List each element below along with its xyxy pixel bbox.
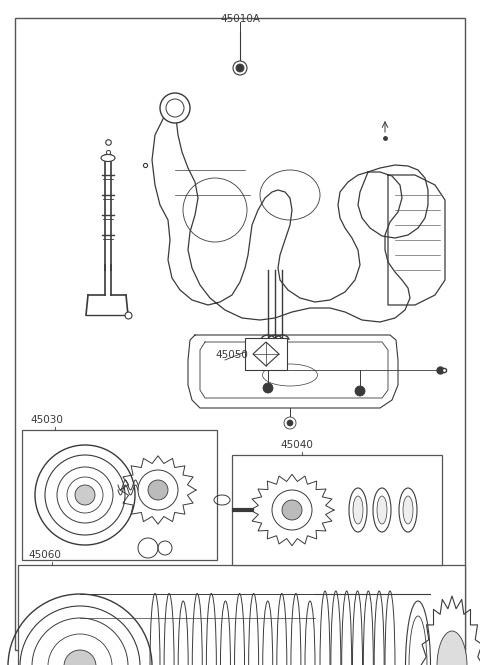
Text: 45050: 45050 <box>215 350 248 360</box>
Circle shape <box>236 64 244 72</box>
Circle shape <box>148 480 168 500</box>
Bar <box>245 338 287 370</box>
Ellipse shape <box>377 496 387 524</box>
Bar <box>232 455 442 565</box>
Text: 45030: 45030 <box>30 415 63 425</box>
Circle shape <box>263 383 273 393</box>
Text: 45010A: 45010A <box>220 14 260 24</box>
Ellipse shape <box>403 496 413 524</box>
Circle shape <box>166 99 184 117</box>
Circle shape <box>233 61 247 75</box>
Polygon shape <box>253 342 279 366</box>
Bar <box>22 430 217 560</box>
Ellipse shape <box>437 631 467 665</box>
Ellipse shape <box>353 496 363 524</box>
Circle shape <box>75 485 95 505</box>
Circle shape <box>355 386 365 396</box>
Circle shape <box>64 650 96 665</box>
Circle shape <box>160 93 190 123</box>
Circle shape <box>282 500 302 520</box>
Ellipse shape <box>101 154 115 162</box>
Circle shape <box>284 417 296 429</box>
Text: 45040: 45040 <box>280 440 313 450</box>
Circle shape <box>287 420 293 426</box>
Bar <box>18 565 465 665</box>
Text: 45060: 45060 <box>28 550 61 560</box>
